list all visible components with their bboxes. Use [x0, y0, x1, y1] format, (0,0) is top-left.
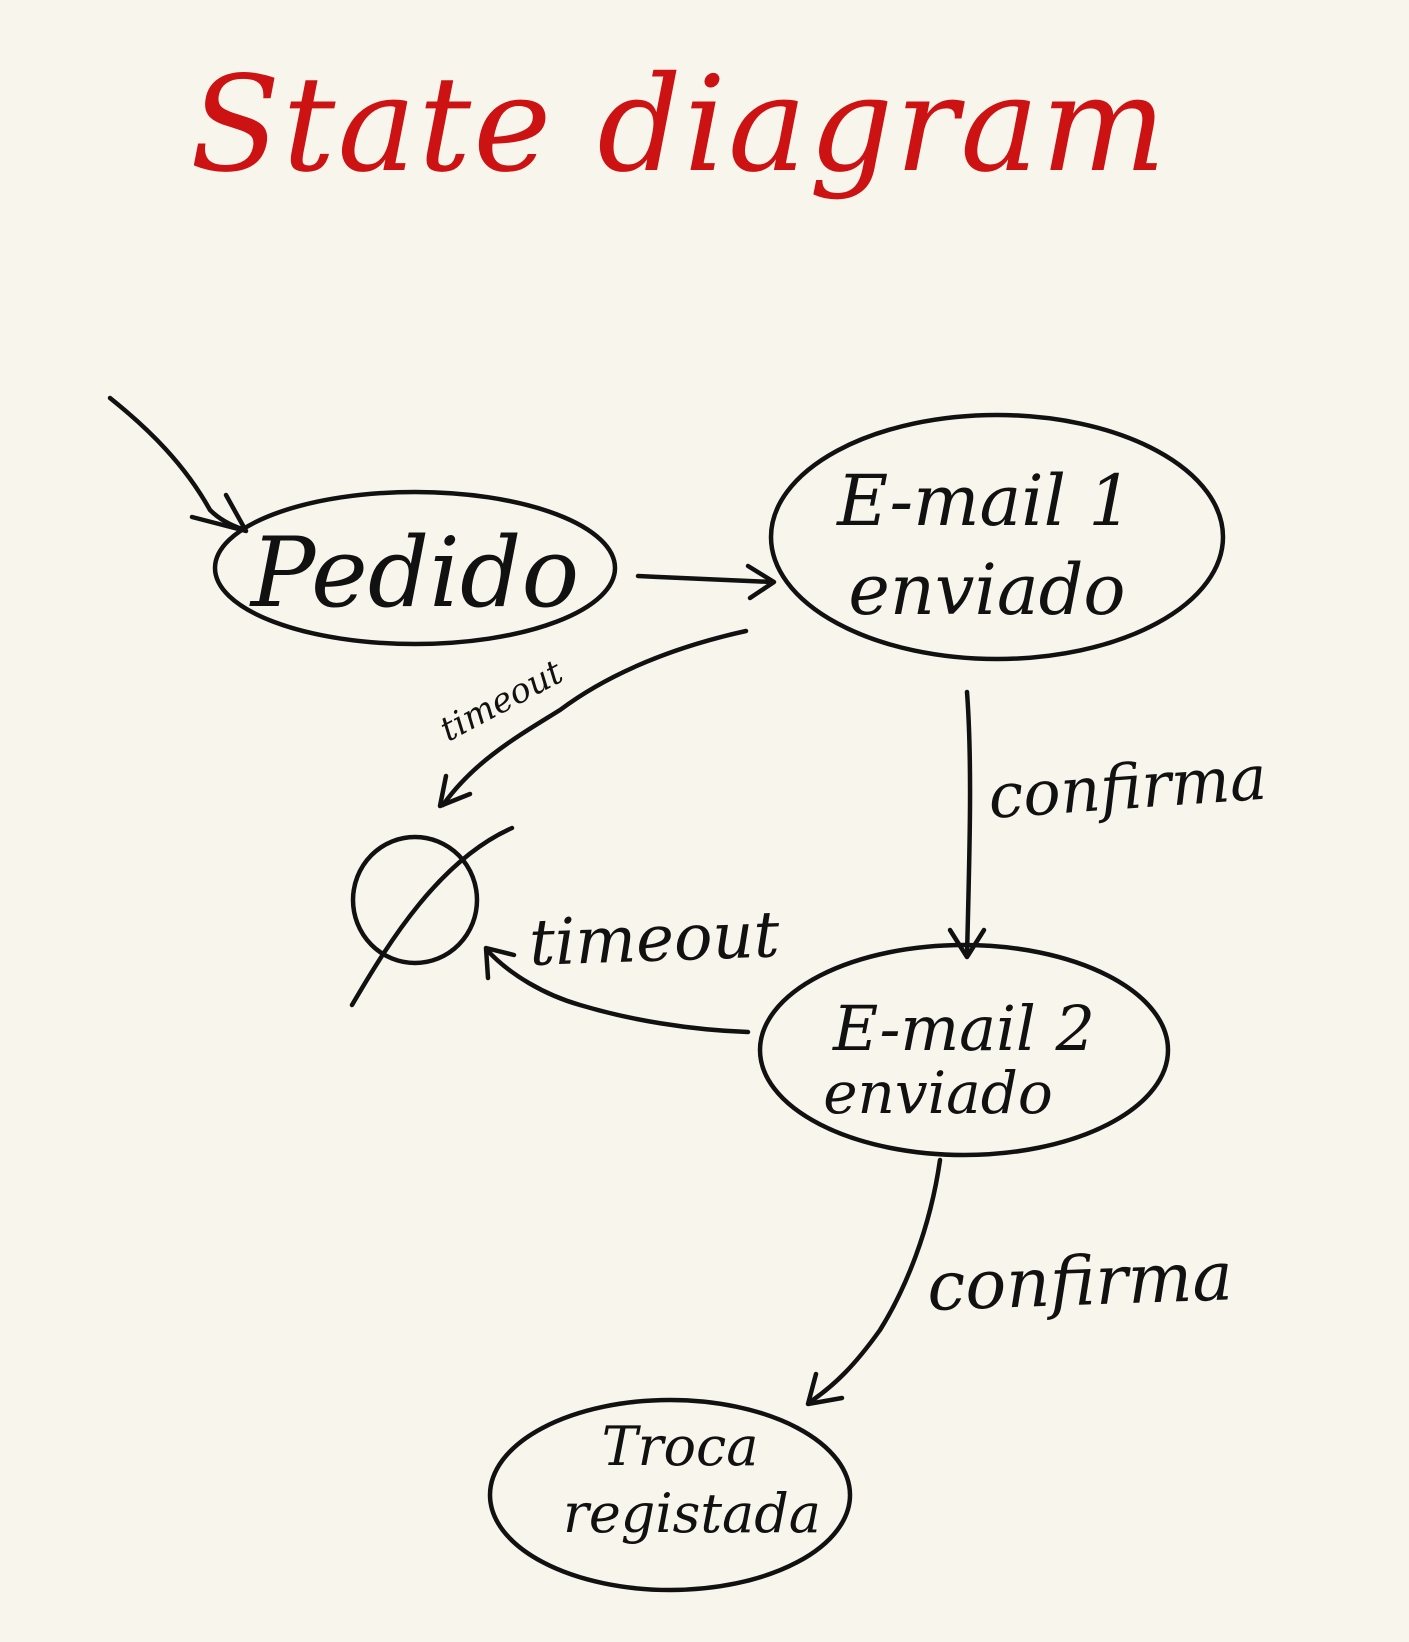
state-email2-label-line2: enviado [823, 1059, 1053, 1127]
state-empty-circle [350, 834, 480, 966]
state-empty [349, 825, 515, 1008]
initial-arrow [107, 395, 249, 534]
state-troca: Troca registada [487, 1397, 853, 1593]
transition-email1-confirma-label: confirma [986, 741, 1269, 833]
diagram-title: State diagram [190, 48, 1168, 202]
state-pedido: Pedido [212, 489, 618, 647]
state-troca-ellipse [487, 1397, 853, 1593]
transition-email1-timeout: timeout [433, 628, 749, 809]
transition-email2-confirma-label: confirma [926, 1237, 1234, 1327]
transition-pedido-email1 [635, 563, 777, 601]
state-troca-label-line2: registada [563, 1482, 821, 1545]
transition-email1-timeout-label: timeout [433, 652, 569, 750]
state-troca-label-line1: Troca [602, 1415, 759, 1478]
transition-email2-timeout: timeout [483, 898, 781, 1035]
state-email1-ellipse [768, 412, 1226, 662]
transition-email2-confirma: confirma [805, 1157, 1234, 1407]
state-email2-label-line1: E-mail 2 [832, 992, 1095, 1065]
state-pedido-label: Pedido [249, 517, 580, 629]
state-email2-ellipse [757, 942, 1171, 1158]
state-email1-label-line2: enviado [848, 549, 1125, 631]
transition-email1-confirma: confirma [947, 689, 1269, 960]
state-pedido-ellipse [212, 489, 618, 647]
state-email1-label-line1: E-mail 1 [835, 460, 1133, 542]
state-empty-slash [349, 825, 515, 1008]
state-email2: E-mail 2 enviado [757, 942, 1171, 1158]
state-email1: E-mail 1 enviado [768, 412, 1226, 662]
transition-email2-timeout-label: timeout [528, 898, 781, 981]
